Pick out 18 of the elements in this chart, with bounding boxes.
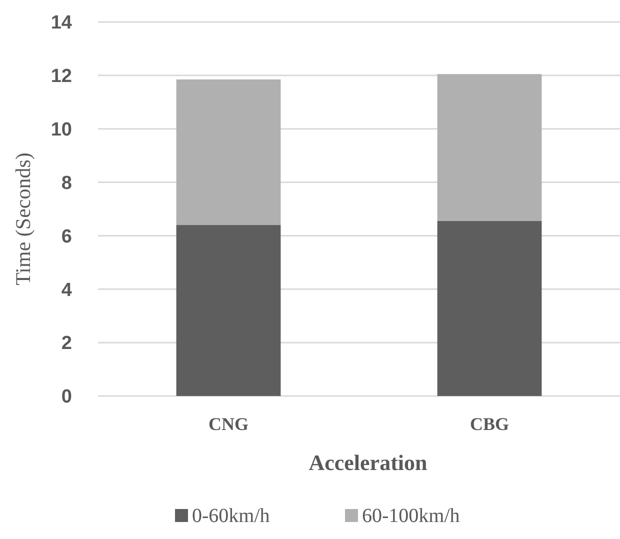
y-tick-label: 12: [50, 66, 72, 88]
bar: [176, 79, 281, 226]
y-tick-label: 6: [61, 226, 72, 248]
y-tick-label: 4: [61, 280, 72, 301]
x-tick-label: CNG: [208, 414, 248, 434]
x-tick-label: CBG: [470, 414, 510, 434]
bar: [437, 221, 542, 396]
y-axis-title: Time (Seconds): [11, 152, 35, 286]
legend-label: 60-100km/h: [362, 505, 460, 527]
legend-label: 0-60km/h: [192, 505, 270, 527]
bar: [176, 225, 281, 396]
y-tick-label: 0: [61, 386, 72, 408]
bar: [437, 74, 542, 222]
y-tick-label: 8: [61, 172, 72, 194]
y-tick-label: 10: [50, 120, 72, 141]
x-axis-title: Acceleration: [308, 450, 428, 475]
y-tick-label: 14: [50, 12, 72, 34]
y-tick-label: 2: [61, 333, 72, 354]
